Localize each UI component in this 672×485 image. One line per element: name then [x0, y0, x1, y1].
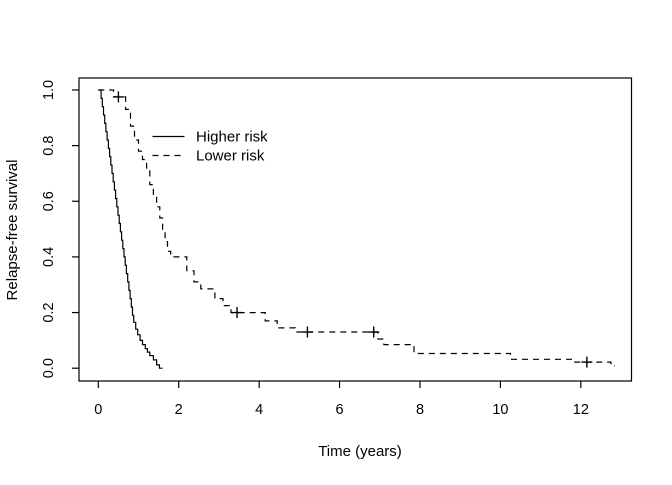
- curve-lower-risk: [98, 89, 615, 367]
- y-tick-label: 0.0: [41, 358, 57, 378]
- censor-mark: [301, 326, 313, 338]
- y-tick-label: 0.6: [41, 191, 57, 211]
- legend-label-lower-risk: Lower risk: [196, 148, 265, 165]
- x-tick-label: 10: [492, 402, 508, 418]
- censor-mark: [231, 307, 243, 319]
- censor-mark: [581, 356, 593, 368]
- legend: Higher risk Lower risk: [152, 129, 268, 165]
- plot-generated-layer: 0 2 4 6 8 10 12 0.0 0.2 0.4 0.6 0.8 1.0: [41, 77, 633, 418]
- x-tick-label: 2: [175, 402, 183, 418]
- legend-label-higher-risk: Higher risk: [196, 129, 268, 146]
- curve-higher-risk: [98, 89, 163, 369]
- censor-mark: [368, 326, 380, 338]
- x-tick-label: 6: [336, 402, 344, 418]
- y-tick-label: 0.4: [41, 247, 57, 267]
- y-tick-label: 0.2: [41, 302, 57, 322]
- y-tick-label: 1.0: [41, 80, 57, 100]
- x-tick-label: 0: [94, 402, 102, 418]
- censor-mark: [112, 91, 124, 103]
- x-axis-label: Time (years): [318, 443, 402, 460]
- x-tick-label: 4: [255, 402, 263, 418]
- x-tick-label: 12: [573, 402, 589, 418]
- plot-box: [78, 77, 633, 382]
- y-axis-label: Relapse-free survival: [4, 160, 21, 301]
- y-tick-label: 0.8: [41, 136, 57, 156]
- x-tick-label: 8: [416, 402, 424, 418]
